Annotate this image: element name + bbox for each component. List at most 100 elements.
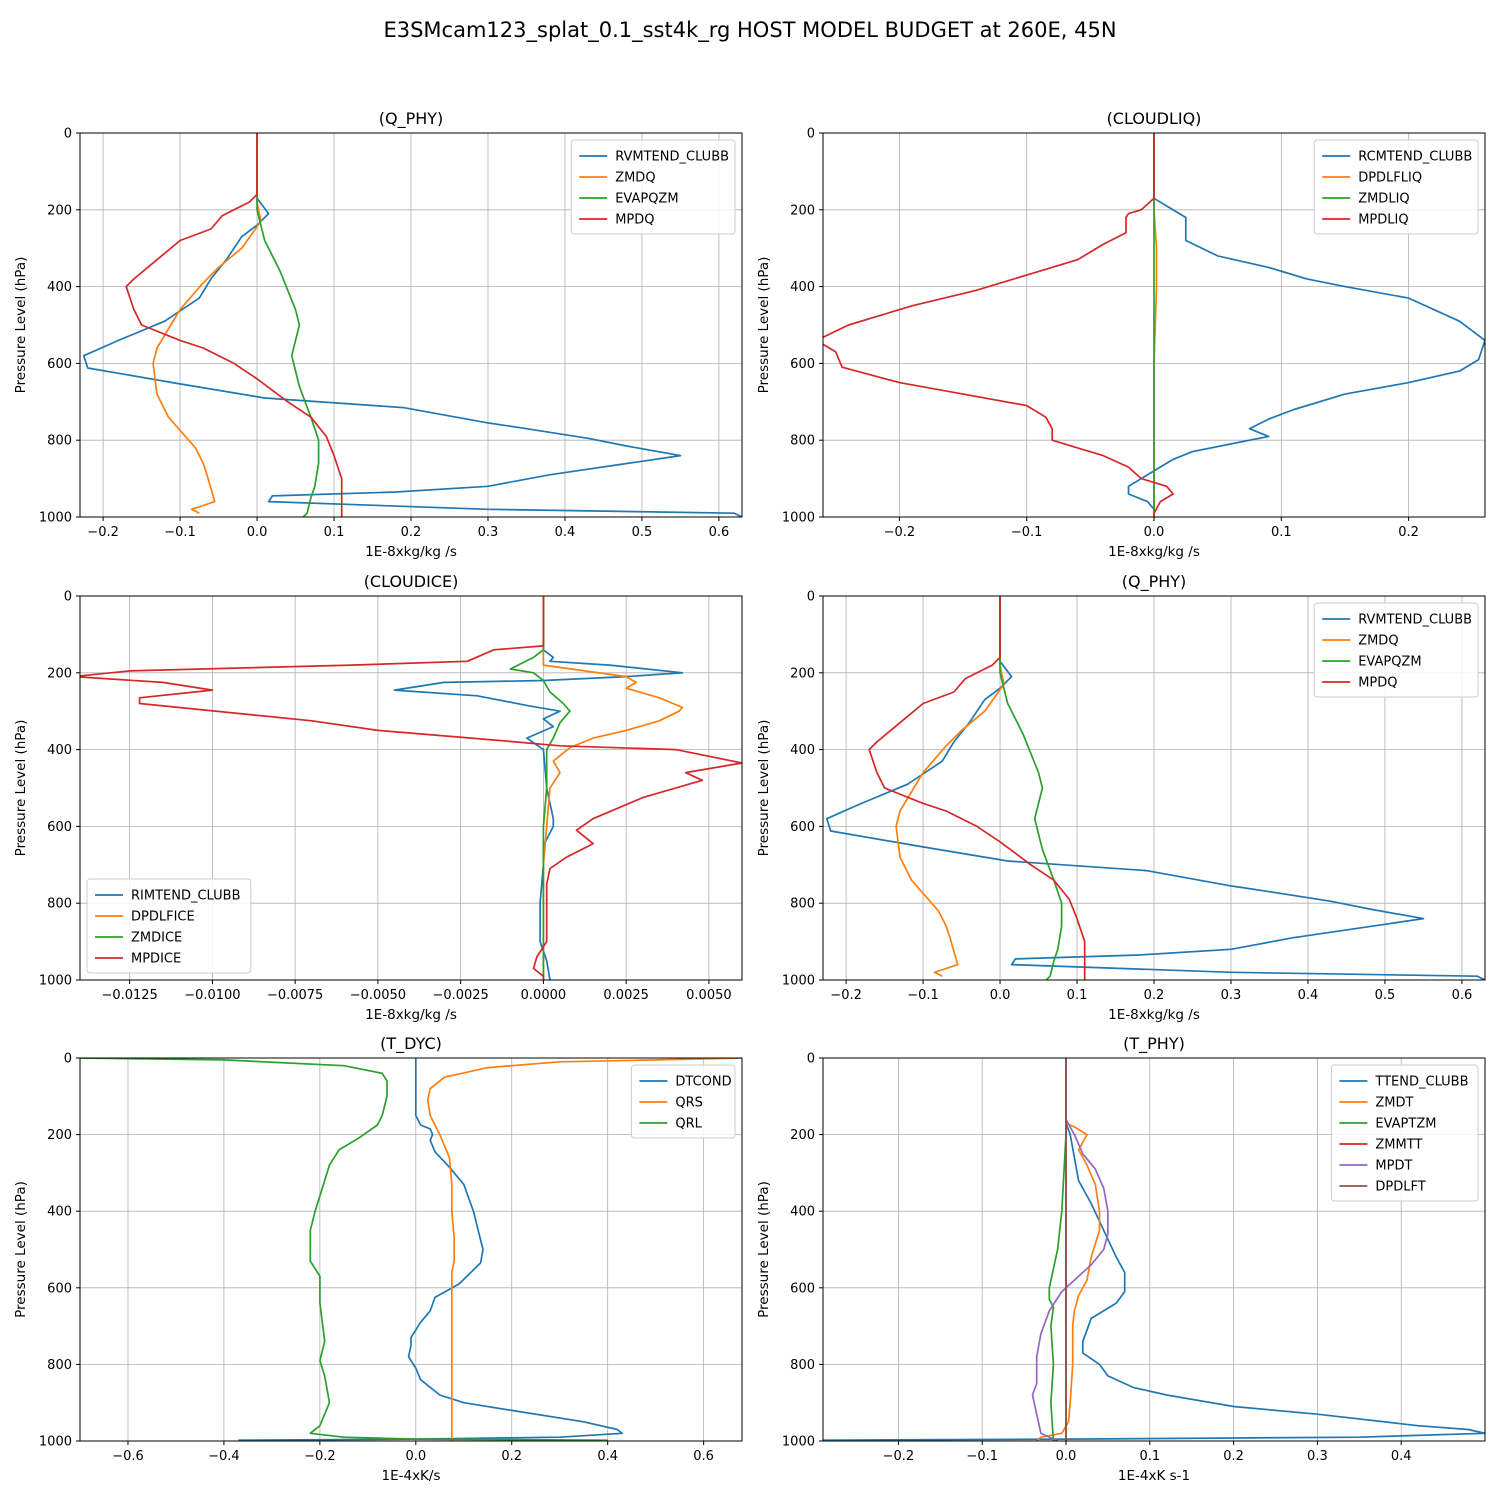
x-tick-label: 0.0 xyxy=(1056,1449,1077,1464)
legend-label: ZMDICE xyxy=(131,931,182,946)
panel-4: −0.2 −0.1 0.0 0.1 0.2 0.3 0.4 0.5 0.6 0 200 400 600 8… xyxy=(756,572,1486,1023)
x-tick-label: 0.1 xyxy=(1139,1449,1160,1464)
y-tick-label: 600 xyxy=(47,820,72,835)
x-tick-label: −0.1 xyxy=(164,525,196,540)
legend-label: EVAPQZM xyxy=(1358,655,1421,670)
y-axis-label: Pressure Level (hPa) xyxy=(756,257,772,394)
y-tick-label: 400 xyxy=(47,280,72,295)
legend: TTEND_CLUBB ZMDT EVAPTZM ZMMTT MPDT DPDLFT xyxy=(1330,1064,1479,1202)
series-line-mpdq xyxy=(125,133,343,517)
series-group xyxy=(825,596,1485,980)
series-line-mpdq xyxy=(868,596,1086,980)
panel-title: (Q_PHY) xyxy=(1122,572,1187,592)
legend-box xyxy=(570,139,736,235)
y-tick-label: 800 xyxy=(47,897,72,912)
y-tick-label: 200 xyxy=(790,203,815,218)
series-line-evapqzm xyxy=(999,596,1063,980)
y-tick-label: 600 xyxy=(790,820,815,835)
legend-label: MPDQ xyxy=(1358,676,1397,691)
legend-label: QRS xyxy=(675,1096,703,1111)
y-tick-label: 200 xyxy=(790,1128,815,1143)
x-tick-label: −0.2 xyxy=(884,525,916,540)
y-tick-label: 400 xyxy=(790,743,815,758)
y-tick-label: 800 xyxy=(790,434,815,449)
series-line-evapqzm xyxy=(256,133,320,517)
y-tick-label: 1000 xyxy=(782,511,815,526)
y-axis-label: Pressure Level (hPa) xyxy=(13,257,29,394)
y-tick-label: 1000 xyxy=(782,974,815,989)
x-axis-label: 1E-4xK/s xyxy=(381,1468,440,1484)
x-tick-label: −0.2 xyxy=(87,525,119,540)
x-tick-label: −0.2 xyxy=(830,988,862,1003)
series-line-zmdq xyxy=(152,133,262,514)
y-tick-label: 800 xyxy=(47,434,72,449)
x-tick-label: 0.2 xyxy=(501,1449,522,1464)
x-tick-label: 0.5 xyxy=(1375,988,1396,1003)
legend-label: DTCOND xyxy=(675,1075,731,1090)
series-line-mpdt xyxy=(1031,1058,1109,1441)
series-line-rcmtend_clubb xyxy=(1127,133,1485,517)
series-group xyxy=(823,133,1485,517)
x-tick-label: 0.4 xyxy=(1391,1449,1412,1464)
y-tick-label: 200 xyxy=(790,666,815,681)
series-group xyxy=(82,133,742,517)
x-tick-label: 0.3 xyxy=(1221,988,1242,1003)
legend-label: MPDLIQ xyxy=(1358,213,1408,228)
legend-label: RIMTEND_CLUBB xyxy=(131,889,241,904)
x-tick-label: 0.6 xyxy=(709,525,730,540)
y-tick-label: 0 xyxy=(807,1052,815,1067)
series-line-zmdt xyxy=(1036,1058,1101,1441)
panel-title: (CLOUDICE) xyxy=(364,572,459,591)
legend-label: RVMTEND_CLUBB xyxy=(1358,613,1472,628)
series-group xyxy=(80,596,742,980)
y-tick-label: 400 xyxy=(47,743,72,758)
series-line-dtcond xyxy=(238,1058,623,1441)
legend-box xyxy=(1313,139,1479,235)
panel-title: (CLOUDLIQ) xyxy=(1107,109,1202,128)
x-tick-label: 0.1 xyxy=(1067,988,1088,1003)
x-tick-label: −0.0125 xyxy=(101,988,157,1003)
axes-frame xyxy=(822,1057,1486,1442)
legend: RVMTEND_CLUBB ZMDQ EVAPQZM MPDQ xyxy=(570,139,736,235)
y-tick-label: 800 xyxy=(790,897,815,912)
y-tick-label: 0 xyxy=(64,127,72,142)
x-tick-label: −0.6 xyxy=(112,1449,144,1464)
y-tick-label: 0 xyxy=(64,590,72,605)
series-line-qrl xyxy=(80,1058,608,1441)
series-line-zmdice xyxy=(509,596,571,980)
legend-label: ZMDQ xyxy=(1358,634,1398,649)
x-tick-label: 0.3 xyxy=(1307,1449,1328,1464)
x-axis-label: 1E-8xkg/kg /s xyxy=(1108,1007,1200,1023)
panel-5: −0.6 −0.4 −0.2 0.0 0.2 0.4 0.6 0 200 400 600 800 100… xyxy=(13,1034,743,1484)
x-axis-label: 1E-8xkg/kg /s xyxy=(365,544,457,560)
legend-label: MPDICE xyxy=(131,952,181,967)
x-tick-label: 0.3 xyxy=(478,525,499,540)
legend: RCMTEND_CLUBB DPDLFLIQ ZMDLIQ MPDLIQ xyxy=(1313,139,1479,235)
legend-label: TTEND_CLUBB xyxy=(1374,1075,1468,1090)
series-group xyxy=(80,1058,742,1441)
y-axis-label: Pressure Level (hPa) xyxy=(13,720,29,857)
series-group xyxy=(823,1058,1485,1441)
x-tick-label: 0.6 xyxy=(1452,988,1473,1003)
y-tick-label: 400 xyxy=(47,1205,72,1220)
x-tick-label: −0.1 xyxy=(907,988,939,1003)
x-tick-label: 0.1 xyxy=(1271,525,1292,540)
y-tick-label: 0 xyxy=(807,590,815,605)
y-axis-label: Pressure Level (hPa) xyxy=(13,1181,29,1318)
y-tick-label: 200 xyxy=(47,1128,72,1143)
y-tick-label: 0 xyxy=(807,127,815,142)
x-tick-label: −0.0100 xyxy=(184,988,240,1003)
panel-1: −0.2 −0.1 0.0 0.1 0.2 0.3 0.4 0.5 0.6 0 200 400 600 8… xyxy=(13,109,743,560)
x-tick-label: 0.5 xyxy=(632,525,653,540)
x-tick-label: 0.4 xyxy=(555,525,576,540)
y-tick-label: 400 xyxy=(790,1205,815,1220)
series-line-qrs xyxy=(426,1058,742,1441)
series-line-rvmtend_clubb xyxy=(825,596,1485,980)
panel-6: −0.2 −0.1 0.0 0.1 0.2 0.3 0.4 0 200 400 600 800 1000… xyxy=(756,1034,1486,1484)
y-axis-label: Pressure Level (hPa) xyxy=(756,720,772,857)
legend-label: ZMMTT xyxy=(1375,1138,1422,1153)
x-tick-label: 0.2 xyxy=(401,525,422,540)
y-tick-label: 800 xyxy=(790,1358,815,1373)
x-tick-label: −0.2 xyxy=(304,1449,336,1464)
